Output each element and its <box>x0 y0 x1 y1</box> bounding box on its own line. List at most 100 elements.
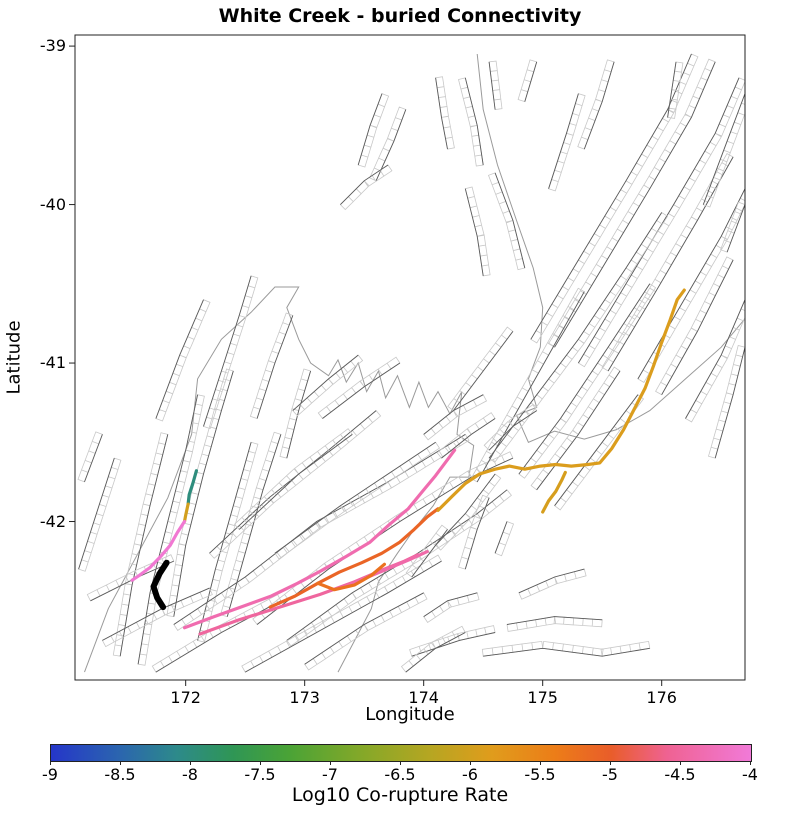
fault-trace <box>322 362 401 419</box>
fault-trace <box>340 164 389 205</box>
colorbar-tick-label: -5 <box>602 765 618 784</box>
fault-panels <box>304 592 428 671</box>
fault-trace <box>155 299 204 419</box>
fault-panels <box>481 640 651 657</box>
fault-panels <box>708 345 745 459</box>
fault-panels <box>684 299 745 423</box>
colorbar-tick-mark <box>50 761 51 765</box>
fault-panels <box>458 494 490 570</box>
colorbar-tick-mark <box>400 761 401 765</box>
y-tick-label: -41 <box>39 353 66 373</box>
fault-trace <box>137 394 199 665</box>
fault-panels <box>208 410 382 559</box>
rupture-trace <box>316 562 386 592</box>
x-tick-label: 176 <box>646 688 677 707</box>
fault-panels <box>470 287 585 483</box>
fault-panels <box>517 59 538 103</box>
fault-panels <box>357 93 390 168</box>
fault-trace <box>423 394 484 435</box>
fault-panels <box>488 211 669 463</box>
fault-trace <box>274 441 436 554</box>
fault-trace <box>554 61 716 348</box>
fault-panels <box>464 186 491 277</box>
fault-panels <box>166 368 234 618</box>
fault-panels <box>655 256 734 396</box>
fault-panels <box>720 201 745 253</box>
fault-panels <box>506 616 603 632</box>
colorbar-gradient <box>50 744 752 762</box>
fault-trace <box>667 61 677 118</box>
fault-panels <box>112 432 169 657</box>
colorbar-tick-label: -8.5 <box>104 765 136 784</box>
fault-panels <box>435 76 455 150</box>
fault-trace <box>292 354 359 411</box>
fault-trace <box>476 291 585 483</box>
fault-panels <box>548 58 716 348</box>
rupture-trace <box>268 507 440 609</box>
fault-trace <box>173 434 466 625</box>
fault-panels <box>233 428 353 530</box>
fault-trace <box>441 418 496 459</box>
fault-trace <box>304 592 424 665</box>
rupture-trace <box>130 519 187 582</box>
background-faults <box>77 53 745 673</box>
plot-border <box>74 34 746 681</box>
fault-panels <box>173 433 470 631</box>
colorbar-tick-mark <box>610 761 611 765</box>
fault-panels <box>369 106 407 182</box>
fault-trace <box>203 275 252 427</box>
fault-trace <box>518 568 585 594</box>
fault-trace <box>405 632 466 673</box>
fault-panels <box>577 77 745 368</box>
fault-trace <box>411 529 448 578</box>
fault-panels <box>101 587 213 648</box>
fault-trace <box>464 497 490 570</box>
rupture-trace <box>186 469 198 506</box>
fault-panels <box>483 404 538 451</box>
colorbar-tick-label: -5.5 <box>524 765 556 784</box>
fault-trace <box>488 410 537 451</box>
fault-trace <box>411 632 496 657</box>
source-fault-trace <box>150 559 170 611</box>
fault-panels <box>423 394 488 441</box>
x-tick-label: 174 <box>408 688 439 707</box>
fault-trace <box>554 394 639 506</box>
fault-panels <box>577 59 615 150</box>
axes <box>69 34 746 686</box>
fault-panels <box>487 172 526 271</box>
fault-panels <box>436 412 496 459</box>
fault-trace <box>702 93 745 205</box>
fault-trace <box>483 647 650 657</box>
fault-panels <box>667 61 684 119</box>
colorbar-tick-mark <box>190 761 191 765</box>
fault-trace <box>488 212 663 459</box>
fault-trace <box>84 434 103 483</box>
fault-trace <box>119 434 169 657</box>
fault-trace <box>714 347 745 459</box>
rupture-trace <box>182 448 457 630</box>
colorbar-tick-label: -7.5 <box>244 765 276 784</box>
fault-panels <box>494 520 515 557</box>
fault-trace <box>488 61 496 110</box>
x-tick-label: 175 <box>527 688 558 707</box>
colorbar-tick-label: -8 <box>182 765 198 784</box>
fault-panels <box>518 568 587 600</box>
fault-panels <box>317 356 401 420</box>
fault-trace <box>536 370 621 491</box>
fault-panels <box>202 275 259 430</box>
chart-title: White Creek - buried Connectivity <box>218 5 582 27</box>
y-tick-label: -39 <box>39 36 66 56</box>
colorbar-tick-label: -6.5 <box>384 765 416 784</box>
fault-trace <box>286 370 312 459</box>
colorbar-tick-label: -7 <box>322 765 338 784</box>
fault-panels <box>77 431 103 483</box>
fault-trace <box>435 77 448 150</box>
fault-trace <box>637 188 745 380</box>
fault-panels <box>220 431 282 618</box>
fault-panels <box>274 441 441 560</box>
rupture-traces <box>130 288 686 636</box>
fault-trace <box>197 442 252 641</box>
colorbar-tick-mark <box>540 761 541 765</box>
